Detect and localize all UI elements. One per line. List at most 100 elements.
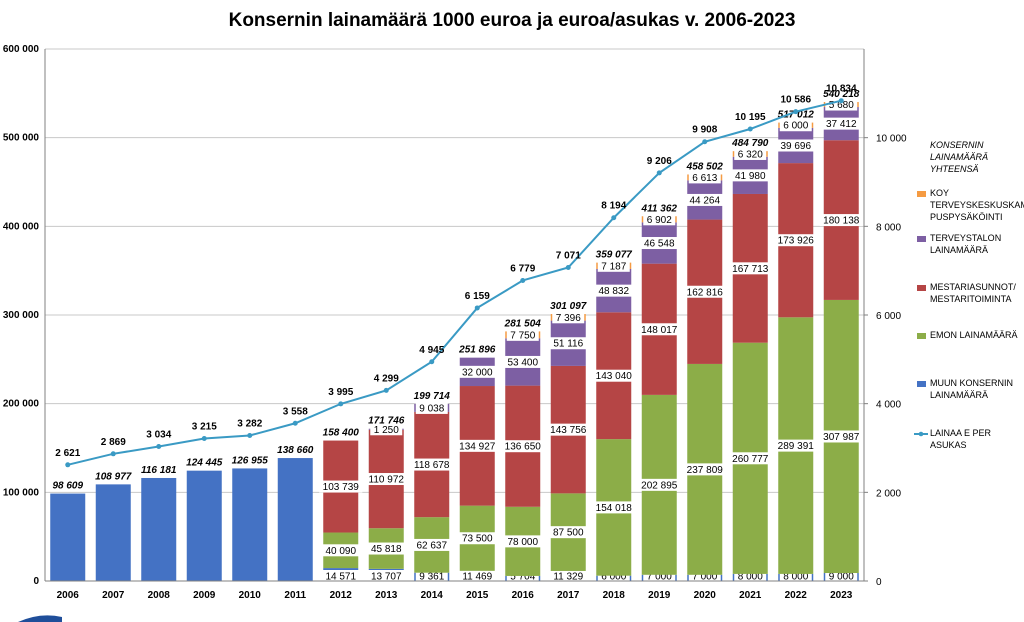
- data-label-box: [415, 570, 448, 582]
- total-label: 484 790: [731, 138, 769, 149]
- data-label-box: [592, 369, 636, 382]
- line-point: [156, 443, 162, 449]
- total-label: 458 502: [686, 161, 724, 172]
- line-data-label: 3 034: [146, 429, 171, 440]
- data-label-box: [415, 401, 448, 414]
- y-left-tick-label: 100 000: [3, 487, 40, 498]
- line-point: [65, 462, 71, 468]
- data-label-box: [637, 323, 681, 336]
- y-left-tick-label: 0: [33, 576, 39, 587]
- line-data-label: 2 621: [55, 448, 80, 459]
- data-label: 5 680: [829, 100, 854, 111]
- data-label: 103 739: [323, 482, 360, 493]
- data-label-box: [688, 171, 721, 184]
- data-label: 6 000: [783, 121, 808, 132]
- total-label: 98 609: [52, 481, 83, 492]
- data-label-box: [776, 139, 815, 152]
- line-point: [656, 170, 662, 176]
- x-tick-label: 2021: [739, 590, 762, 601]
- data-label: 136 650: [505, 442, 542, 453]
- data-label: 48 832: [598, 286, 629, 297]
- line-point: [520, 277, 526, 283]
- y-right-tick-label: 8 000: [876, 222, 901, 233]
- legend-header: YHTEENSÄ: [930, 164, 979, 174]
- total-label: 301 097: [550, 301, 587, 312]
- legend-swatch: [917, 333, 926, 339]
- data-label: 143 756: [550, 425, 587, 436]
- data-label: 6 320: [738, 149, 763, 160]
- y-right-tick-label: 2 000: [876, 488, 901, 499]
- data-label-box: [637, 478, 681, 491]
- x-tick-label: 2017: [557, 590, 580, 601]
- x-tick-label: 2019: [648, 590, 671, 601]
- data-label: 154 018: [596, 503, 633, 514]
- y-right-tick-label: 0: [876, 577, 882, 588]
- data-label: 260 777: [732, 454, 769, 465]
- data-label-box: [458, 365, 497, 378]
- legend-label: LAINAMÄÄRÄ: [930, 245, 988, 255]
- y-right-tick-label: 6 000: [876, 311, 901, 322]
- line-data-label: 3 995: [328, 387, 353, 398]
- data-label-box: [592, 501, 636, 514]
- total-label: 281 504: [504, 318, 542, 329]
- legend-line-marker: [918, 431, 924, 437]
- x-tick-label: 2011: [284, 590, 306, 601]
- line-data-label: 3 558: [283, 406, 308, 417]
- data-label-box: [370, 423, 403, 436]
- line-point: [110, 451, 116, 457]
- data-label: 7 187: [601, 261, 626, 272]
- legend-label: KOY: [930, 188, 949, 198]
- total-label: 116 181: [141, 465, 177, 476]
- data-label-box: [364, 473, 408, 486]
- data-label: 44 264: [689, 195, 720, 206]
- total-label: 251 896: [458, 345, 496, 356]
- legend-label: PUSPYSÄKÖINTI: [930, 212, 1003, 222]
- x-tick-label: 2006: [57, 590, 80, 601]
- data-label-box: [597, 259, 630, 272]
- per-capita-line: 2 621 2 869 3 034 3 215 3 282 3 558 3 995 4 299…: [55, 84, 857, 468]
- x-tick-label: 2023: [830, 590, 853, 601]
- line-point: [702, 139, 708, 145]
- x-tick-label: 2015: [466, 590, 489, 601]
- data-label: 32 000: [462, 367, 493, 378]
- data-label-box: [594, 284, 633, 297]
- line-data-label: 9 908: [692, 125, 717, 136]
- line-data-label: 4 299: [374, 373, 399, 384]
- data-label-box: [549, 570, 588, 582]
- legend-label: EMON LAINAMÄÄRÄ: [930, 330, 1018, 340]
- data-label-box: [546, 423, 590, 436]
- data-label-box: [503, 535, 542, 548]
- total-label: 540 218: [823, 89, 860, 100]
- data-label: 202 895: [641, 480, 678, 491]
- legend-label: MESTARITOIMINTA: [930, 294, 1012, 304]
- data-label: 9 361: [419, 572, 444, 583]
- legend-swatch: [917, 381, 926, 387]
- data-label: 37 412: [826, 119, 857, 130]
- data-label-box: [549, 526, 588, 539]
- data-label: 45 818: [371, 544, 402, 555]
- data-label-box: [819, 214, 863, 227]
- chart-title: Konsernin lainamäärä 1000 euroa ja euroa…: [229, 10, 796, 31]
- data-label: 180 138: [823, 216, 860, 227]
- y-right-tick-label: 10 000: [876, 134, 907, 145]
- data-label-box: [458, 532, 497, 545]
- data-label-box: [643, 213, 676, 226]
- data-label-box: [506, 328, 539, 341]
- line-data-label: 6 779: [510, 263, 535, 274]
- line-data-label: 10 195: [735, 112, 766, 123]
- data-label: 78 000: [507, 537, 538, 548]
- line-point: [292, 420, 298, 426]
- line-data-label: 8 194: [601, 201, 626, 212]
- data-label: 7 000: [692, 572, 717, 583]
- total-label: 126 955: [232, 455, 269, 466]
- bar-segment: [50, 493, 86, 581]
- data-label: 134 927: [459, 441, 496, 452]
- line-data-label: 9 206: [647, 156, 672, 167]
- line-data-label: 7 071: [556, 251, 581, 262]
- line-data-label: 6 159: [465, 291, 490, 302]
- data-label-box: [734, 147, 767, 160]
- data-label: 173 926: [778, 236, 815, 247]
- line-point: [793, 109, 799, 115]
- bar-series: 98 609 108 977 116 181 124 445 126 955 138 66…: [50, 89, 863, 583]
